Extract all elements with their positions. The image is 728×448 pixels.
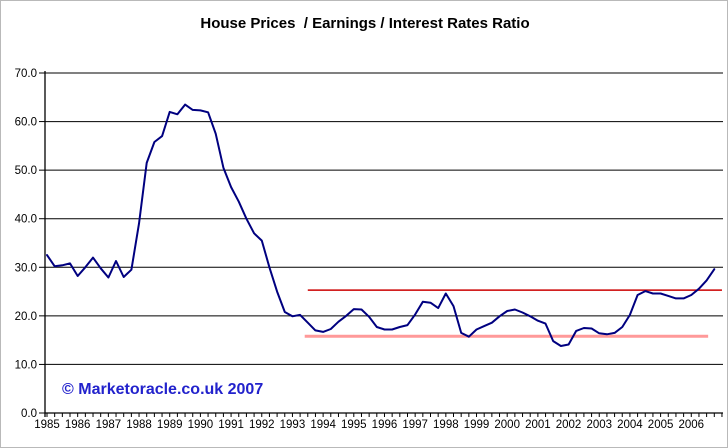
y-axis-label: 0.0 [21, 408, 37, 420]
y-axis-label: 30.0 [15, 262, 37, 274]
chart-title: House Prices / Earnings / Interest Rates… [200, 15, 530, 32]
x-axis-label: 1997 [402, 419, 428, 431]
x-axis-label: 2006 [678, 419, 704, 431]
x-axis-label: 2005 [648, 419, 674, 431]
x-axis-label: 1987 [96, 419, 122, 431]
x-axis-label: 2003 [586, 419, 612, 431]
x-axis-label: 1985 [34, 419, 60, 431]
x-axis-label: 2001 [525, 419, 551, 431]
y-axis-label: 70.0 [15, 68, 37, 80]
y-axis-label: 20.0 [15, 311, 37, 323]
series-house-prices-earnings-interest-rates-ratio [46, 103, 716, 347]
x-axis-label: 2000 [494, 419, 520, 431]
x-axis-label: 1995 [341, 419, 367, 431]
y-axis-label: 60.0 [15, 117, 37, 129]
x-axis-label: 1998 [433, 419, 459, 431]
y-axis-label: 50.0 [15, 165, 37, 177]
x-axis-label: 1993 [280, 419, 306, 431]
y-axis-label: 10.0 [15, 359, 37, 371]
x-axis-label: 1994 [310, 419, 336, 431]
x-axis-label: 1988 [126, 419, 152, 431]
y-axis-label: 40.0 [15, 214, 37, 226]
x-axis-label: 1996 [372, 419, 398, 431]
x-axis-label: 1989 [157, 419, 183, 431]
x-axis-label: 1986 [65, 419, 91, 431]
x-axis-label: 2002 [556, 419, 582, 431]
x-axis-label: 1992 [249, 419, 275, 431]
x-axis-label: 1991 [218, 419, 244, 431]
x-axis-label: 2004 [617, 419, 643, 431]
x-axis-label: 1990 [188, 419, 214, 431]
watermark: © Marketoracle.co.uk 2007 [62, 381, 264, 398]
x-axis-label: 1999 [464, 419, 490, 431]
